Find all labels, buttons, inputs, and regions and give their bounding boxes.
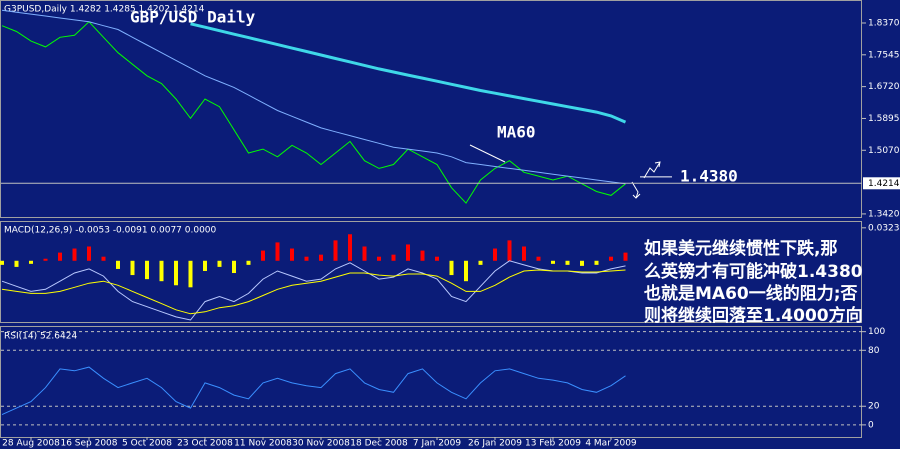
price-info: G3PUSD,Daily 1.4282 1.4285 1.4202 1.4214 (4, 5, 205, 15)
histogram-bar (551, 260, 555, 264)
ma60-label: MA60 (497, 123, 536, 142)
macd-panel (0, 221, 862, 323)
x-tick-label: 13 Feb 2009 (525, 439, 581, 449)
x-tick-label: 26 Jan 2009 (468, 439, 522, 449)
y-tick-label: 1.5895 (868, 114, 900, 124)
y-tick-label: 20 (868, 402, 880, 412)
histogram-bar (130, 260, 135, 276)
histogram-bar (333, 240, 338, 261)
histogram-bar (72, 248, 77, 261)
series-line (1, 269, 626, 315)
x-tick-label: 18 Dec 2008 (350, 439, 408, 449)
histogram-bar (580, 260, 584, 266)
x-tick-label: 28 Aug 2008 (2, 439, 60, 449)
macd-title: MACD(12,26,9) -0.0053 -0.0091 0.0077 0.0… (4, 226, 217, 236)
histogram-bar (188, 260, 193, 288)
note-line: 么英镑才有可能冲破1.4380 (644, 261, 863, 282)
histogram-bar (217, 260, 222, 267)
histogram-bar (362, 246, 367, 261)
y-tick-label: 1.6720 (868, 82, 900, 92)
histogram-bar (0, 260, 4, 265)
histogram-bar (203, 260, 207, 271)
x-tick-label: 4 Mar 2009 (585, 439, 637, 449)
histogram-bar (145, 260, 149, 280)
x-tick-label: 23 Oct 2008 (177, 439, 233, 449)
rsi-title: RSI(14) 52.6424 (4, 332, 77, 342)
histogram-bar (116, 260, 120, 269)
histogram-bar (507, 240, 512, 261)
chart-title: GBP/USD Daily (130, 8, 256, 27)
histogram-bar (420, 250, 425, 261)
y-tick-label: 1.7545 (868, 50, 900, 60)
histogram-bar (101, 256, 106, 261)
note-line: 也就是MA60一线的阻力;否 (644, 283, 858, 304)
histogram-bar (261, 250, 265, 261)
histogram-bar (406, 244, 410, 261)
ma60-pointer (469, 144, 506, 163)
histogram-bar (275, 242, 280, 261)
last-price-label: 1.4214 (868, 179, 900, 189)
rsi-panel (0, 326, 862, 438)
note-line: 则将继续回落至1.4000方向 (644, 305, 863, 326)
histogram-bar (246, 260, 251, 265)
y-tick-label: 100 (868, 327, 885, 337)
note-line: 如果美元继续惯性下跌,那 (644, 238, 837, 259)
price-panel (0, 0, 862, 218)
histogram-bar (623, 252, 628, 261)
last-price-box (863, 177, 900, 190)
histogram-bar (319, 254, 323, 261)
histogram-bar (609, 256, 613, 261)
y-tick-label: 80 (868, 346, 880, 356)
histogram-bar (464, 260, 468, 282)
histogram-bar (478, 260, 483, 265)
series-line (1, 260, 626, 321)
histogram-bar (493, 248, 497, 261)
series-line (190, 22, 627, 124)
resistance-label: 1.4380 (680, 166, 738, 185)
x-tick-label: 5 Oct 2008 (122, 439, 172, 449)
histogram-bar (522, 246, 526, 261)
series-line (1, 9, 626, 185)
y-tick-label: 0 (868, 420, 874, 430)
x-tick-label: 16 Sep 2008 (60, 439, 117, 449)
histogram-bar (159, 260, 164, 282)
x-tick-label: 30 Nov 2008 (292, 439, 350, 449)
histogram-bar (377, 256, 381, 261)
histogram-bar (232, 260, 236, 274)
up-arrow (643, 161, 661, 179)
histogram-bar (29, 260, 33, 264)
y-tick-label: 1.8370 (868, 18, 900, 28)
histogram-bar (43, 258, 48, 261)
y-tick-label: 0.0323 (868, 223, 900, 233)
histogram-bar (449, 260, 454, 276)
histogram-bar (594, 260, 599, 265)
x-tick-label: 11 Nov 2008 (234, 439, 292, 449)
x-tick-label: 7 Jan 2009 (413, 439, 461, 449)
down-arrow (631, 181, 641, 199)
y-tick-label: 1.3420 (868, 209, 900, 219)
histogram-bar (435, 256, 439, 261)
histogram-bar (304, 256, 309, 261)
histogram-bar (14, 260, 19, 267)
histogram-bar (565, 260, 570, 265)
y-tick-label: 1.5070 (868, 146, 900, 156)
histogram-bar (536, 256, 541, 261)
histogram-bar (391, 254, 396, 261)
series-line (1, 366, 626, 416)
histogram-bar (174, 260, 178, 286)
histogram-bar (348, 234, 352, 261)
histogram-bar (58, 252, 62, 261)
histogram-bar (87, 246, 91, 261)
histogram-bar (290, 248, 294, 261)
